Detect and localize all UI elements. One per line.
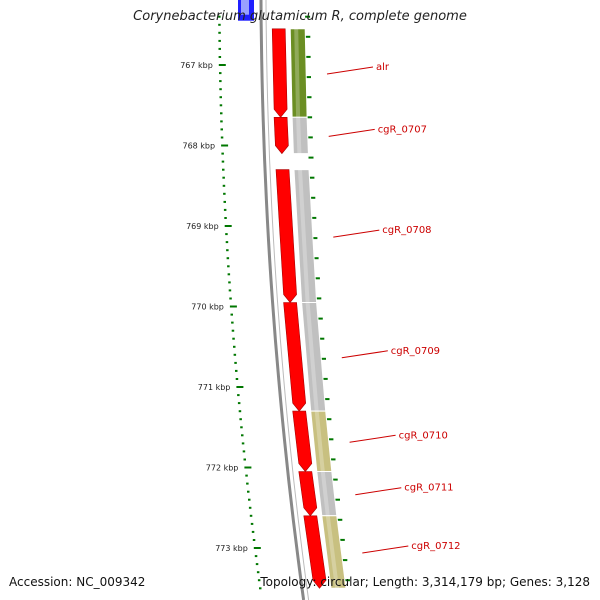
gene-group: [238, 0, 347, 589]
cds-arrow: [292, 410, 313, 472]
cog-bar-sheen: [320, 471, 330, 516]
genes-text: Genes: 3,128: [502, 575, 590, 589]
gene-block-highlight: [241, 0, 249, 15]
tick-label: 772 kbp: [206, 464, 239, 473]
cog-bar: [291, 116, 309, 155]
cds-arrow: [283, 302, 307, 412]
cds-arrow: [271, 28, 288, 118]
cds-arrow: [303, 515, 327, 589]
gene-label: alr: [376, 62, 390, 73]
cog-bar-sheen: [314, 411, 325, 472]
backbone-inner-line: [265, 0, 310, 600]
tick-label: 768 kbp: [182, 142, 215, 151]
backbone-line: [259, 0, 306, 600]
accession-text: Accession: NC_009342: [9, 575, 145, 589]
topology-text: Topology: circular: [260, 575, 365, 589]
label-leader: [349, 434, 396, 443]
cds-arrow: [273, 117, 289, 155]
label-leader: [326, 66, 374, 75]
label-leader: [333, 229, 380, 238]
gene-label: cgR_0710: [399, 430, 448, 441]
label-leader: [362, 545, 409, 554]
cog-bar-sheen: [294, 28, 301, 118]
tick-group: 767 kbp 768 kbp 769 kbp 770 kbp 771 kbp 772 k…: [180, 15, 350, 590]
cog-bar-sheen: [325, 515, 339, 589]
gene-label: cgR_0711: [404, 483, 453, 494]
gene-label: cgR_0708: [382, 225, 431, 236]
tick-label: 769 kbp: [186, 222, 219, 231]
tick-label: 773 kbp: [215, 544, 248, 553]
label-group: alr cgR_0707 cgR_0708 cgR_0709 cgR_0710 cgR_0…: [326, 62, 461, 554]
accession-label: Accession:: [9, 575, 73, 589]
map-title: Corynebacterium glutamicum R, complete g…: [133, 9, 467, 24]
length-text: Length: 3,314,179 bp: [365, 575, 502, 589]
tick-label: 767 kbp: [180, 61, 213, 70]
genome-summary: Topology: circularLength: 3,314,179 bpGe…: [260, 575, 590, 589]
accession-value: NC_009342: [76, 575, 146, 589]
gene-label: cgR_0712: [411, 541, 460, 552]
label-leader: [341, 350, 388, 359]
label-leader: [328, 128, 375, 137]
cog-bar-sheen: [305, 302, 319, 412]
cog-bar: [321, 515, 347, 589]
cog-bar-sheen: [296, 117, 302, 154]
tick-label: 770 kbp: [191, 303, 224, 312]
tick-label: 771 kbp: [198, 383, 231, 392]
cds-arrow: [275, 169, 297, 303]
gene-label: cgR_0707: [378, 124, 427, 135]
gene-label: cgR_0709: [391, 346, 440, 357]
cog-bar-sheen: [298, 169, 310, 303]
label-leader: [355, 487, 402, 496]
cds-arrow: [298, 471, 318, 517]
backbone-group: [259, 0, 310, 600]
